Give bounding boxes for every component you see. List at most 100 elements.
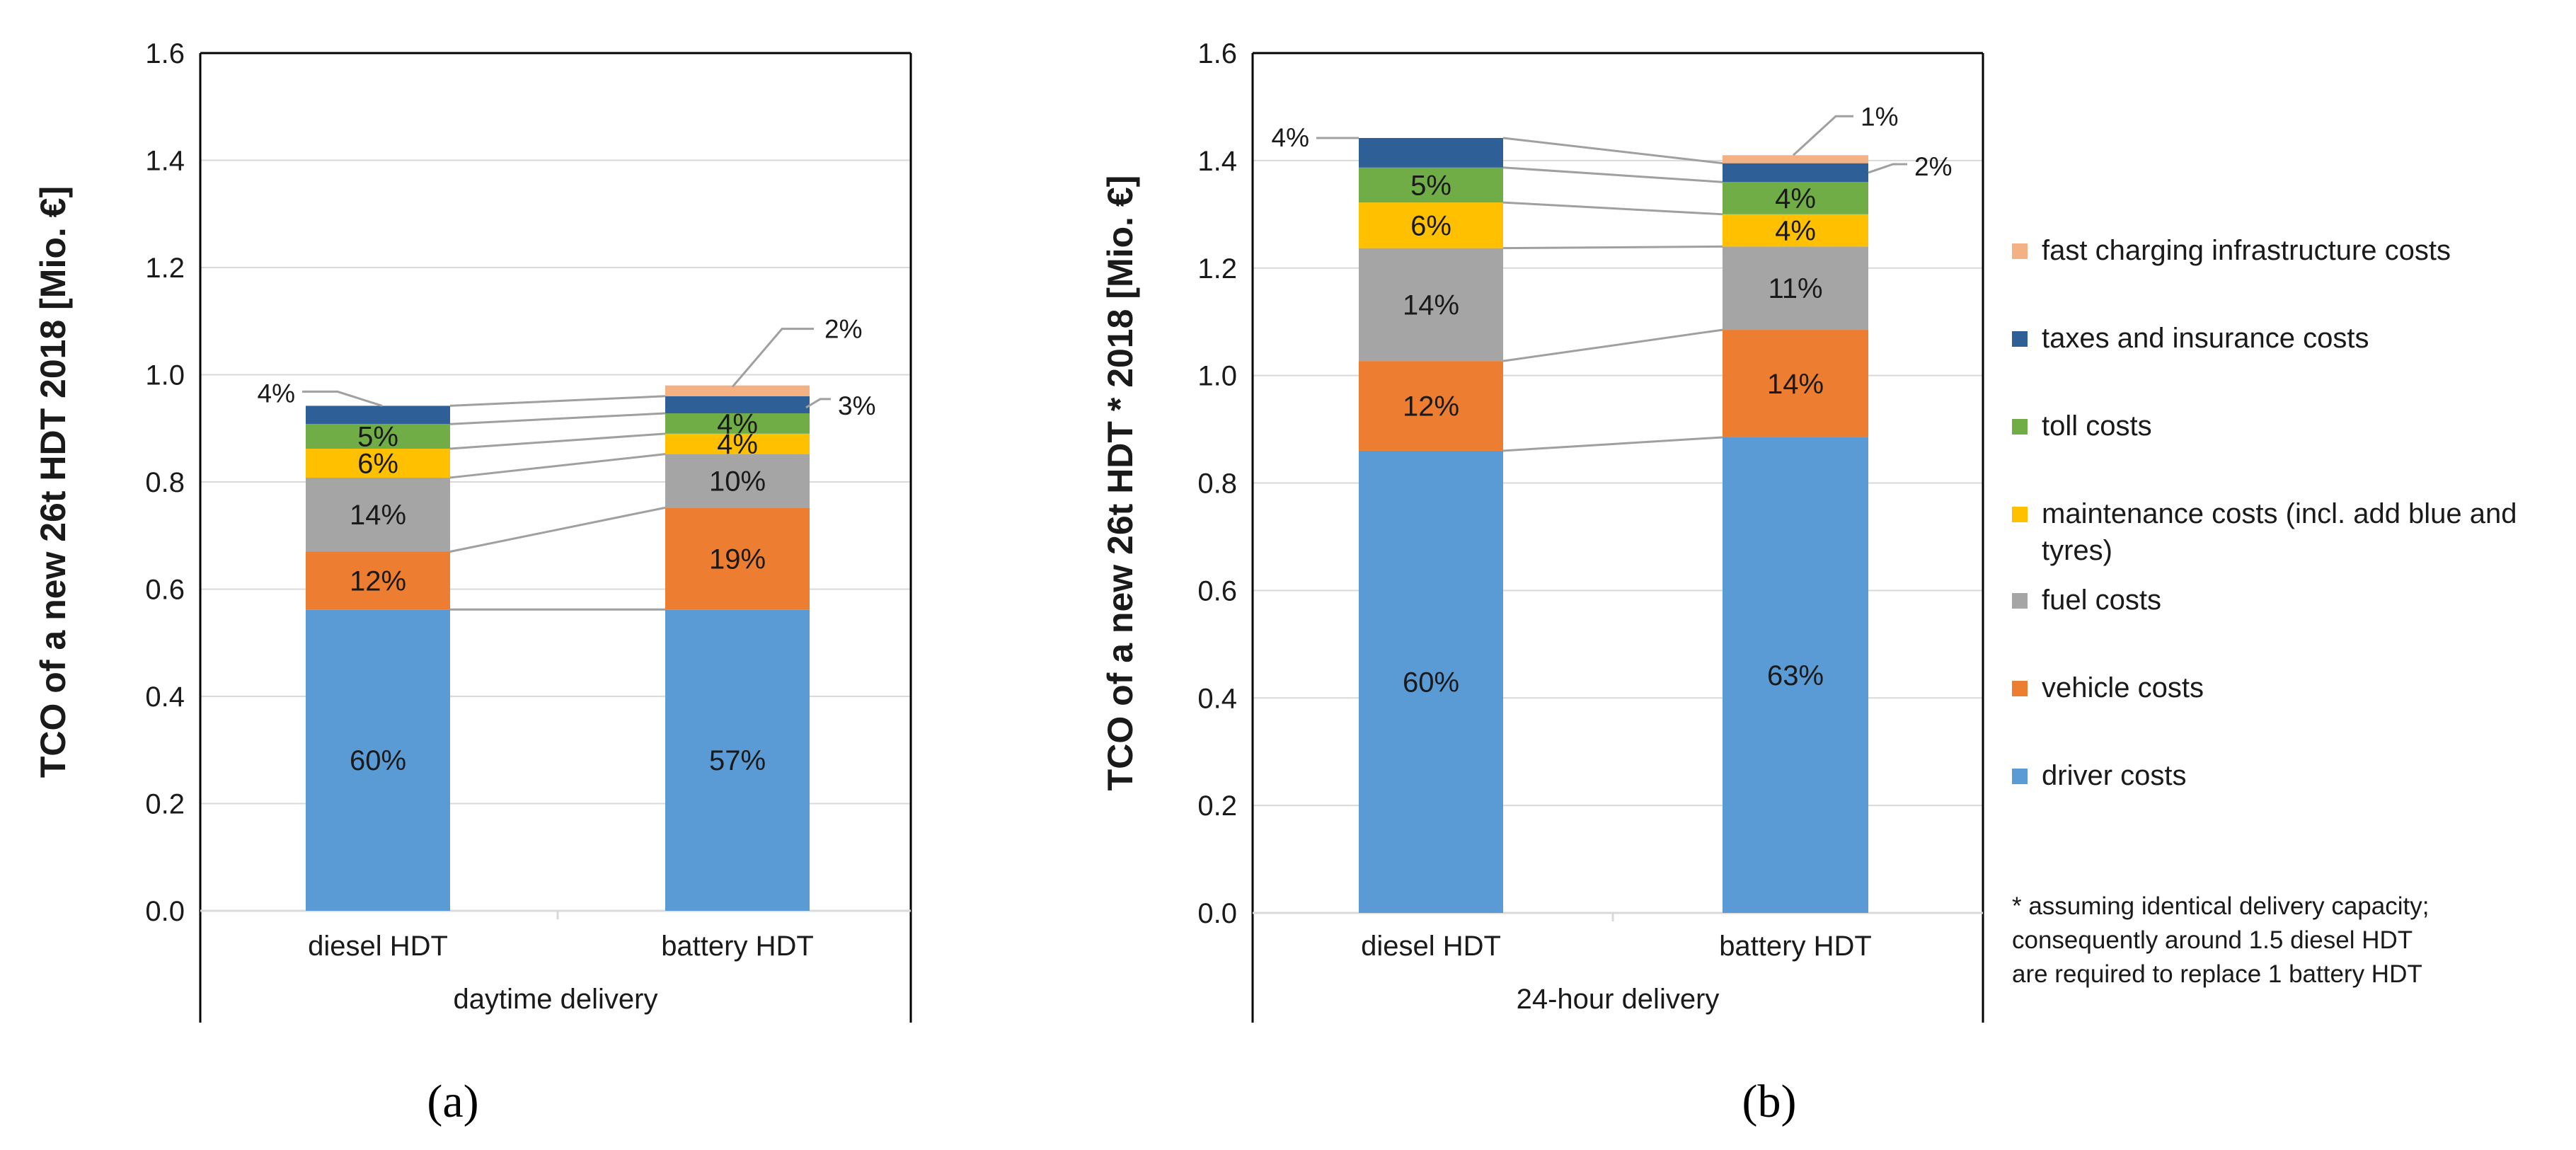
data-label: 60% [350,745,406,776]
y-tick-label: 0.4 [145,682,185,713]
y-tick-label: 0.6 [1197,575,1237,606]
legend-label: taxes and insurance costs [2042,323,2369,354]
data-label: 6% [1410,210,1451,241]
bar-segment-fuel [1359,248,1503,362]
connector-line [449,506,666,553]
footnote-line-2: consequently around 1.5 diesel HDT [2012,926,2413,954]
data-label: 5% [357,422,398,453]
bar-segment-taxes [1723,163,1868,183]
bar-segment-fast_charging [1723,155,1868,163]
bar-segment-fuel [665,454,810,508]
data-label: 12% [350,565,406,597]
data-label: 60% [1403,667,1459,698]
y-tick-label: 1.2 [145,253,185,284]
y-tick-label: 0.0 [145,896,185,927]
y-tick-label: 0.6 [145,575,185,606]
connector-line [1502,201,1723,216]
bar-segment-driver [665,609,810,911]
y-tick-label: 1.0 [145,360,185,391]
bar-segment-maintenance [1723,214,1868,247]
bar-segment-driver [1723,437,1868,913]
legend-swatch-maintenance [2012,507,2028,522]
data-label: 4% [1775,216,1816,247]
data-label: 14% [1403,289,1459,321]
data-label: 14% [350,500,406,531]
connector-line [1502,137,1723,165]
connector-line [449,432,666,450]
legend: fast charging infrastructure costs taxes … [2012,235,2517,791]
connector-line [1502,328,1723,362]
legend-swatch-driver [2012,769,2028,784]
callout-label: 2% [824,315,862,344]
connector-line [449,395,666,407]
y-tick-label: 1.6 [145,38,185,69]
data-label: 14% [1767,369,1824,400]
data-label: 57% [709,745,766,776]
legend-label: fast charging infrastructure costs [2042,235,2451,266]
x-axis-label: daytime delivery [453,984,657,1015]
legend-label: maintenance costs (incl. add blue and [2042,498,2517,529]
bar-segment-vehicle [1723,330,1868,437]
legend-swatch-taxes [2012,331,2028,347]
callout-leader [1868,163,1907,174]
subfigure-label-a: (a) [427,1076,478,1127]
bar-segment-taxes [1359,137,1503,168]
data-label: 4% [717,408,758,439]
data-label: 12% [1403,391,1459,422]
callout-label: 2% [1914,152,1952,181]
y-tick-label: 0.2 [145,789,185,820]
legend-label: toll costs [2042,410,2152,442]
connector-line [1502,436,1723,452]
bar-segment-maintenance [306,449,450,478]
legend-swatch-vehicle [2012,681,2028,696]
bar-segment-fuel [306,477,450,552]
data-label: 63% [1767,660,1824,691]
x-category-label: diesel HDT [1361,931,1501,962]
x-category-label: battery HDT [1719,931,1872,962]
data-label: 4% [1775,183,1816,214]
bar-segment-vehicle [665,507,810,610]
legend-label: vehicle costs [2042,672,2204,703]
y-tick-label: 0.0 [1197,898,1237,929]
footnote-line-1: * assuming identical delivery capacity; [2012,892,2429,920]
y-tick-label: 1.2 [1197,253,1237,284]
footnote-line-3: are required to replace 1 battery HDT [2012,960,2422,988]
bar-segment-driver [1359,450,1503,913]
bar-segment-maintenance [665,433,810,454]
bar-segment-vehicle [306,551,450,610]
legend-label: tyres) [2042,535,2112,566]
legend-label: fuel costs [2042,585,2161,616]
bar-segment-taxes [306,406,450,425]
bar-segment-toll [1723,182,1868,214]
data-label: 19% [709,544,766,575]
callout-leader [302,390,383,407]
bar-segment-fuel [1723,246,1868,330]
data-label: 5% [1410,170,1451,201]
bar-segment-fast_charging [665,385,810,396]
callout-label: 1% [1861,102,1898,131]
x-category-label: diesel HDT [308,931,448,962]
subfigure-label-b: (b) [1742,1076,1797,1127]
y-tick-label: 0.4 [1197,683,1237,714]
legend-label: driver costs [2042,760,2187,791]
callout-leader [1792,115,1853,156]
connector-line [449,453,666,479]
connector-line [1502,245,1723,250]
bar-segment-maintenance [1359,202,1503,248]
chart-panel-b: 0.0 0.2 0.4 0.6 0.8 1.0 1.2 1.4 1.6 TCO of a new … [1100,38,1984,1023]
callout-label: 3% [838,391,875,420]
x-category-label: battery HDT [661,931,814,962]
legend-swatch-toll [2012,419,2028,435]
data-label: 4% [717,429,758,460]
legend-swatch-fast_charging [2012,243,2028,259]
connector-line [1502,166,1723,183]
y-axis-label: TCO of a new 26t HDT 2018 [Mio. €] [33,186,73,778]
bar-segment-toll [665,413,810,434]
legend-swatch-fuel [2012,593,2028,609]
y-axis-label: TCO of a new 26t HDT * 2018 [Mio. €] [1100,176,1140,791]
x-axis-label: 24-hour delivery [1517,984,1720,1015]
connector-line [449,412,666,425]
callout-label: 4% [258,379,295,408]
y-tick-label: 1.4 [1197,146,1237,177]
